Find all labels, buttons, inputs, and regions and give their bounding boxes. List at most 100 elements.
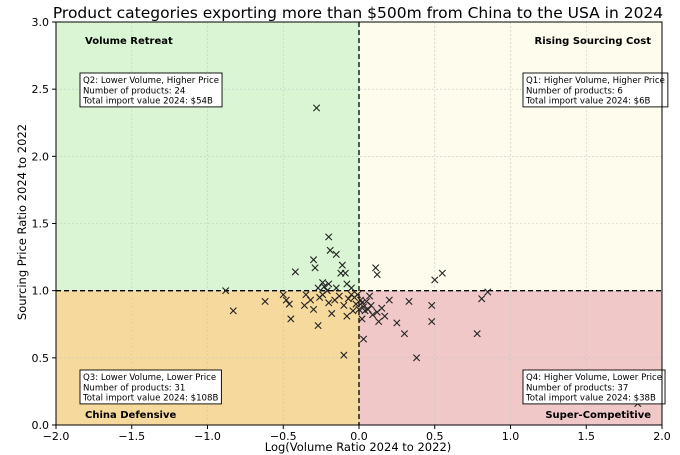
data-point	[438, 269, 446, 277]
data-points	[222, 104, 642, 408]
data-point	[319, 279, 327, 287]
data-point	[335, 292, 343, 300]
data-point	[325, 299, 333, 307]
data-point	[412, 354, 421, 362]
data-point	[344, 295, 352, 303]
quadrant-summary-line: Number of products: 24	[83, 86, 185, 96]
chart-title: Product categories exporting more than $…	[53, 4, 663, 22]
data-point	[314, 322, 322, 330]
data-point	[400, 330, 409, 338]
data-point	[366, 292, 374, 300]
quadrant-title-q2: Volume Retreat	[85, 36, 173, 47]
data-point	[325, 233, 333, 241]
data-point	[326, 246, 334, 254]
x-tick-label: 1.0	[502, 430, 520, 443]
data-point	[340, 351, 348, 359]
data-point	[291, 268, 299, 276]
data-point	[478, 295, 486, 303]
data-point	[300, 301, 309, 310]
data-point	[328, 309, 336, 318]
data-point	[309, 256, 318, 264]
y-axis-label: Sourcing Price Ratio 2024 to 2022	[15, 124, 29, 320]
x-axis-ticks: −2.0 −1.5 −1.0 −0.5 0.0 0.5 1.0 1.5 2.0	[43, 425, 671, 443]
data-point	[306, 296, 315, 304]
quadrant-title-q3: China Defensive	[85, 410, 176, 421]
x-tick-label: 0.0	[350, 430, 368, 443]
x-tick-label: 2.0	[653, 430, 671, 443]
quadrant-summary-line: Total import value 2024: $38B	[525, 394, 656, 404]
x-tick-label: 0.5	[426, 430, 444, 443]
data-point	[349, 307, 357, 315]
y-tick-label: 2.0	[32, 150, 50, 163]
data-point	[428, 317, 436, 326]
data-point	[320, 283, 328, 291]
data-point	[375, 317, 383, 326]
quadrant-labels: Volume Retreat Rising Sourcing Cost China …	[79, 36, 669, 421]
quadrant-summary-line: Q4: Higher Volume, Lower Price	[526, 373, 662, 383]
data-point	[332, 250, 340, 258]
data-point	[343, 312, 351, 320]
quadrant-title-q1: Rising Sourcing Cost	[535, 36, 652, 47]
quadrant-summary-line: Total import value 2024: $108B	[82, 394, 218, 404]
data-point	[285, 300, 293, 308]
data-point	[473, 330, 481, 338]
x-axis-label: Log(Volume Ratio 2024 to 2022)	[265, 440, 452, 454]
data-point	[282, 296, 290, 304]
quadrant-summary-line: Total import value 2024: $54B	[82, 97, 213, 107]
y-axis-ticks: 0.0 0.5 1.0 1.5 2.0 2.5 3.0	[32, 16, 56, 432]
data-point	[340, 301, 348, 310]
data-point	[359, 303, 368, 311]
data-point	[431, 276, 439, 284]
data-point	[428, 301, 436, 310]
data-point	[287, 315, 295, 323]
quadrant-title-q4: Super-Competitive	[545, 410, 651, 421]
data-point	[309, 305, 318, 314]
data-point	[222, 287, 230, 295]
data-point	[356, 296, 365, 304]
data-point	[369, 311, 377, 319]
data-point	[311, 264, 319, 272]
y-tick-label: 1.0	[32, 285, 50, 298]
quadrant-summary-line: Q3: Lower Volume, Lower Price	[83, 373, 216, 383]
quadrant-summary-line: Q1: Higher Volume, Higher Price	[526, 76, 665, 86]
data-point	[341, 269, 349, 277]
data-point	[229, 307, 237, 315]
data-point	[279, 291, 287, 299]
y-tick-label: 1.5	[32, 218, 50, 231]
x-tick-label: −1.0	[194, 430, 221, 443]
y-tick-label: 2.5	[32, 83, 50, 96]
data-point	[405, 297, 413, 306]
x-tick-label: −0.5	[270, 430, 297, 443]
data-point	[359, 335, 368, 343]
data-point	[385, 296, 393, 304]
y-tick-label: 0.0	[32, 419, 50, 432]
data-point	[261, 297, 269, 306]
data-point	[393, 319, 401, 327]
data-point	[353, 291, 362, 299]
data-point	[367, 301, 375, 310]
data-point	[381, 312, 389, 320]
y-tick-label: 0.5	[32, 352, 50, 365]
quadrant-summary-line: Number of products: 31	[83, 383, 185, 393]
data-point	[302, 291, 310, 299]
data-point	[314, 284, 322, 292]
quadrant-summary-line: Number of products: 6	[526, 86, 623, 96]
quadrant-summary-line: Number of products: 37	[526, 383, 628, 393]
x-tick-label: 1.5	[578, 430, 596, 443]
data-point	[325, 280, 333, 288]
data-point	[484, 288, 492, 296]
data-point	[372, 264, 380, 272]
data-point	[358, 315, 366, 323]
data-point	[364, 305, 372, 314]
data-point	[355, 305, 363, 314]
quadrant-summary-line: Q2: Lower Volume, Higher Price	[83, 76, 219, 86]
data-point	[338, 261, 346, 269]
x-tick-label: −2.0	[43, 430, 70, 443]
plot-area: Volume Retreat Rising Sourcing Cost China …	[55, 21, 669, 426]
x-tick-label: −1.5	[118, 430, 145, 443]
